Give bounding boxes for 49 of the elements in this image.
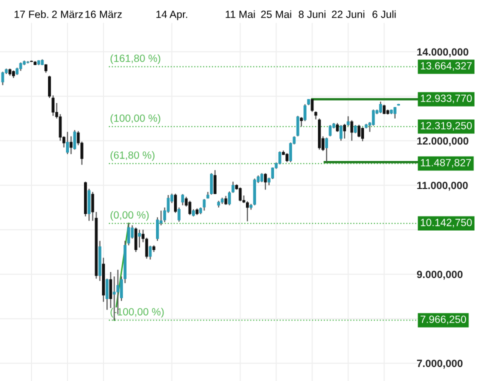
ref-line-label: 13.664,327	[420, 62, 472, 71]
candlestick	[361, 126, 364, 142]
ref-line-label: 12.319,250	[420, 122, 472, 131]
candlestick	[264, 172, 267, 190]
x-tick-label: 17 Feb.	[14, 10, 48, 18]
candlestick	[340, 124, 342, 142]
x-tick-label: 2 März	[52, 10, 83, 18]
candlestick	[325, 137, 328, 163]
annotation: (161,80 %)	[110, 54, 160, 64]
x-tick-label: 16 März	[85, 10, 122, 18]
candlestick	[138, 229, 141, 248]
candlestick	[278, 150, 282, 165]
candlestick	[88, 188, 90, 222]
candlestick	[181, 194, 184, 206]
candlestick	[214, 170, 216, 195]
x-tick-label: 11 Mai	[226, 10, 255, 18]
ref-line-label: 7.966,250	[420, 316, 466, 324]
candlestick	[134, 226, 138, 253]
candlestick	[296, 115, 300, 137]
candlestick	[238, 186, 242, 202]
candlestick	[202, 198, 206, 212]
annotation: (61,80 %)	[110, 151, 154, 161]
annotation: (0,00 %)	[110, 211, 149, 221]
x-tick-label: 14 Apr.	[156, 10, 188, 20]
ref-line-label: 10.142,750	[420, 218, 472, 228]
y-tick-label: 9.000,000	[416, 270, 463, 280]
y-tick-label: 14.000,000	[417, 48, 468, 58]
x-tick-label: 8 Juni	[298, 10, 326, 18]
candlestick	[188, 200, 192, 216]
candlestick	[379, 101, 382, 114]
x-tick-label: 25 Mai	[261, 10, 292, 18]
ref-line-label: 12.933,770	[420, 94, 472, 104]
candlestick	[358, 124, 360, 138]
candlestick	[66, 131, 69, 155]
y-tick-label: 11.000,000	[417, 182, 468, 191]
candlestick	[148, 245, 152, 260]
candlestick	[350, 120, 354, 142]
x-tick-label: 6 Juli	[372, 10, 396, 18]
ref-line-label: 11.487,827	[420, 158, 471, 168]
candlestick	[1, 71, 4, 86]
y-tick-label: 12.000,000	[417, 137, 468, 146]
candlestick	[328, 124, 332, 137]
y-tick-label: 7.000,000	[417, 360, 463, 369]
candlestick	[73, 130, 76, 150]
candlestick	[210, 172, 213, 196]
candlestick	[70, 136, 73, 155]
annotation: (100,00 %)	[110, 114, 160, 124]
candlestick	[310, 98, 314, 112]
x-tick-label: 22 Juni	[332, 10, 364, 18]
